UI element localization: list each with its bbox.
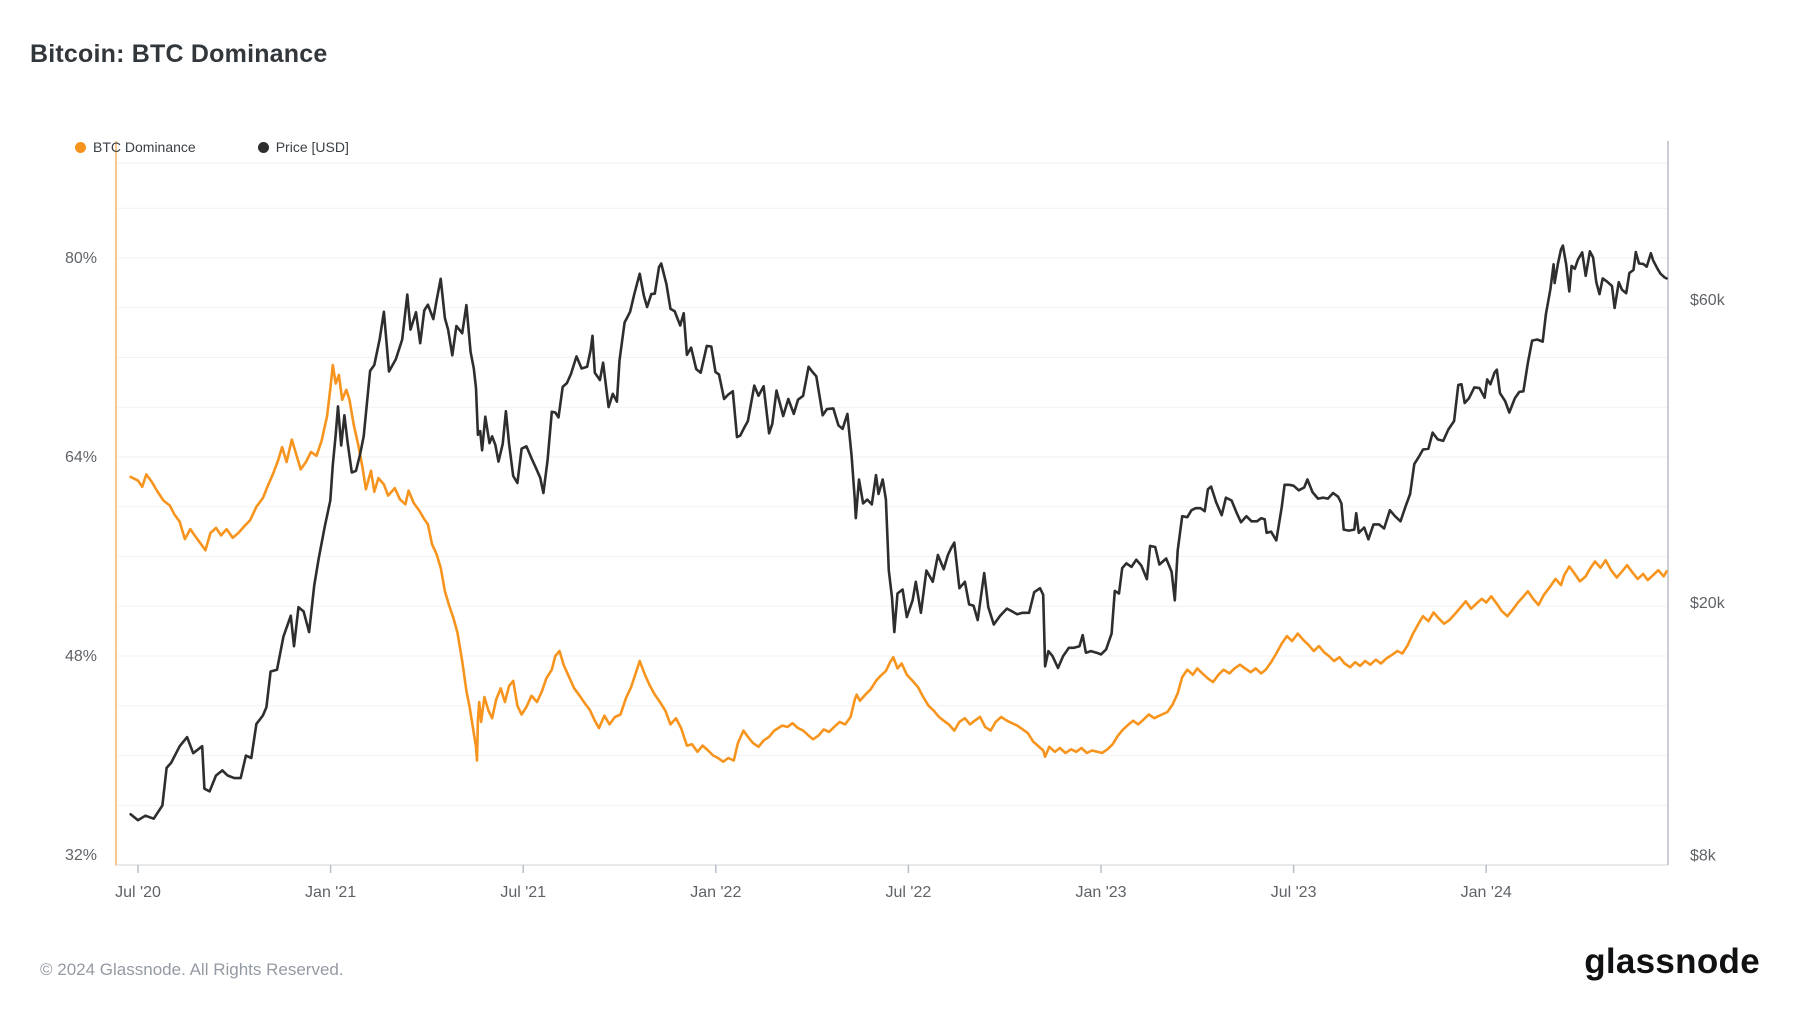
copyright-text: © 2024 Glassnode. All Rights Reserved. [40,960,344,979]
legend-item-price-usd[interactable]: Price [USD] [257,139,349,155]
svg-text:32%: 32% [65,847,97,864]
svg-text:Jan '22: Jan '22 [690,884,741,901]
svg-text:Jan '24: Jan '24 [1461,884,1512,901]
page-title: Bitcoin: BTC Dominance [30,40,328,68]
svg-text:Jul '22: Jul '22 [886,884,932,901]
svg-text:$60k: $60k [1690,292,1726,309]
svg-text:Jan '23: Jan '23 [1075,884,1126,901]
chart-legend: BTC Dominance Price [USD] [75,139,349,155]
legend-swatch-btc-dominance-icon [75,141,86,153]
svg-text:64%: 64% [65,449,97,466]
svg-text:48%: 48% [65,648,97,665]
svg-text:$8k: $8k [1690,848,1717,865]
legend-item-btc-dominance[interactable]: BTC Dominance [75,139,196,155]
legend-swatch-price-usd-icon [257,141,269,153]
legend-label-price-usd: Price [USD] [275,139,349,155]
svg-text:Jan '21: Jan '21 [305,884,356,901]
svg-text:Jul '20: Jul '20 [115,884,161,901]
legend-label-btc-dominance: BTC Dominance [93,139,196,155]
svg-text:Jul '23: Jul '23 [1271,884,1317,901]
svg-text:Jul '21: Jul '21 [500,884,546,901]
glassnode-logo: glassnode [1584,942,1760,981]
svg-text:80%: 80% [65,250,97,267]
svg-text:$20k: $20k [1690,595,1726,612]
